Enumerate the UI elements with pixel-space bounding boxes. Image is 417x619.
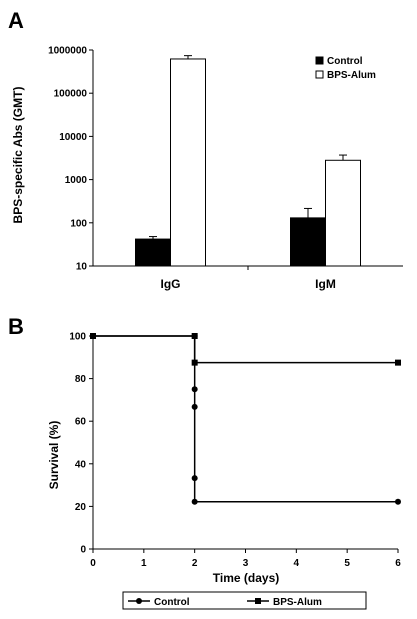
legend-marker-bps-alum: [255, 598, 261, 604]
x-tick-label: 6: [395, 558, 401, 569]
legend-swatch-control: [315, 56, 324, 65]
legend-panel-a: Control BPS-Alum: [315, 56, 376, 81]
point-control: [395, 498, 401, 505]
panel-a-letter: A: [8, 8, 24, 33]
x-tick-label: 1: [141, 558, 147, 569]
point-control: [191, 403, 198, 410]
series-line-bps-alum: [93, 335, 398, 364]
point-bps-alum: [191, 333, 198, 339]
y-tick-label: 10: [76, 262, 88, 273]
legend-panel-b: Control BPS-Alum: [122, 591, 367, 610]
line-chart-panel-b: 0 20 40 60 80 100 0 1 2 3 4 5 6 Control BPS-Alum: [69, 332, 401, 610]
bar-control: [290, 217, 326, 267]
legend-swatch-bps-alum: [315, 70, 324, 79]
x-tick-label: 3: [243, 558, 249, 569]
legend-marker-control: [136, 598, 142, 604]
point-bps-alum: [395, 359, 401, 366]
series-line-control: [93, 335, 398, 503]
legend-label-bps-alum: BPS-Alum: [327, 70, 376, 81]
legend-label-bps-alum: BPS-Alum: [273, 597, 322, 608]
y-tick-label: 20: [75, 502, 87, 513]
y-tick-label: 10000: [59, 132, 87, 143]
y-tick-label: 80: [75, 374, 87, 385]
point-control: [191, 498, 198, 505]
y-tick-label: 40: [75, 459, 87, 470]
panel-b-letter: B: [8, 314, 24, 339]
x-category-label: IgG: [161, 277, 181, 291]
y-tick-label: 0: [80, 545, 86, 556]
y-tick-label: 100: [69, 332, 86, 343]
legend-box: [122, 591, 367, 610]
y-tick-label: 100000: [54, 89, 88, 100]
y-tick-label: 1000: [65, 175, 88, 186]
bar-bps-alum: [170, 58, 206, 267]
y-tick-label: 1000000: [48, 46, 87, 57]
point-bps-alum: [90, 333, 96, 339]
panel-a-y-axis-title: BPS-specific Abs (GMT): [11, 87, 25, 224]
legend-label-control: Control: [327, 56, 363, 67]
x-tick-label: 5: [344, 558, 350, 569]
panel-b-x-axis-title: Time (days): [213, 571, 279, 585]
point-control: [191, 386, 198, 393]
panel-b-y-axis-title: Survival (%): [47, 421, 61, 490]
bar-chart-panel-a: 10 100 1000 10000 100000 1000000 IgG IgM Control…: [48, 46, 403, 291]
point-control: [191, 475, 198, 482]
legend-label-control: Control: [154, 597, 190, 608]
x-tick-label: 0: [90, 558, 96, 569]
x-tick-label: 4: [294, 558, 300, 569]
bar-control: [135, 238, 171, 267]
y-tick-label: 60: [75, 417, 87, 428]
y-tick-label: 100: [70, 218, 87, 229]
bar-bps-alum: [325, 159, 361, 267]
x-category-label: IgM: [315, 277, 336, 291]
point-bps-alum: [191, 359, 198, 366]
x-tick-label: 2: [192, 558, 198, 569]
